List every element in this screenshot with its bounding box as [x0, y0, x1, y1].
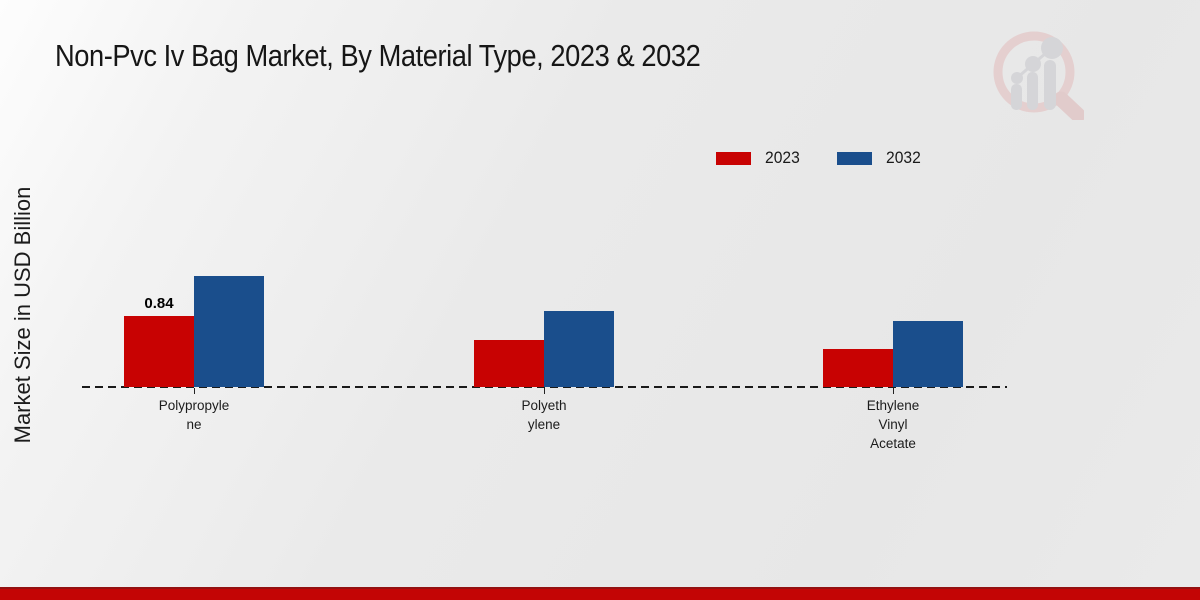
bar-2023-polypropylene: [124, 316, 194, 387]
legend-label-2023: 2023: [765, 148, 800, 167]
bar-2023-polyethylene: [474, 340, 544, 387]
bar-2032-ethylene-vinyl-acetate: [893, 321, 963, 387]
category-label-ethylene-vinyl-acetate: Ethylene Vinyl Acetate: [866, 398, 920, 451]
bar-value-label: 0.84: [144, 295, 174, 312]
category-label-polypropylene: Polypropyle ne: [158, 398, 230, 432]
x-axis-tick: [544, 388, 545, 394]
bar-2023-ethylene-vinyl-acetate: [823, 349, 893, 387]
legend-label-2032: 2032: [885, 148, 921, 167]
legend: 2023 2032: [716, 148, 924, 168]
legend-swatch-2032: [836, 151, 872, 165]
category-label-polyethylene: Polyeth ylene: [521, 398, 567, 432]
x-axis-tick: [194, 388, 195, 394]
legend-item-2032: 2032: [836, 148, 924, 168]
x-axis-tick: [893, 388, 894, 394]
legend-item-2023: 2023: [716, 148, 803, 168]
legend-swatch-2023: [716, 151, 751, 165]
bar-2032-polyethylene: [544, 311, 614, 387]
footer-accent-bar: [0, 587, 1200, 600]
chart-title: Non-Pvc Iv Bag Market, By Material Type,…: [55, 38, 701, 73]
bar-2032-polypropylene: [194, 276, 264, 387]
y-axis-label: Market Size in USD Billion: [10, 186, 35, 444]
magnifier-bar-chart-logo-icon: [993, 31, 1084, 120]
